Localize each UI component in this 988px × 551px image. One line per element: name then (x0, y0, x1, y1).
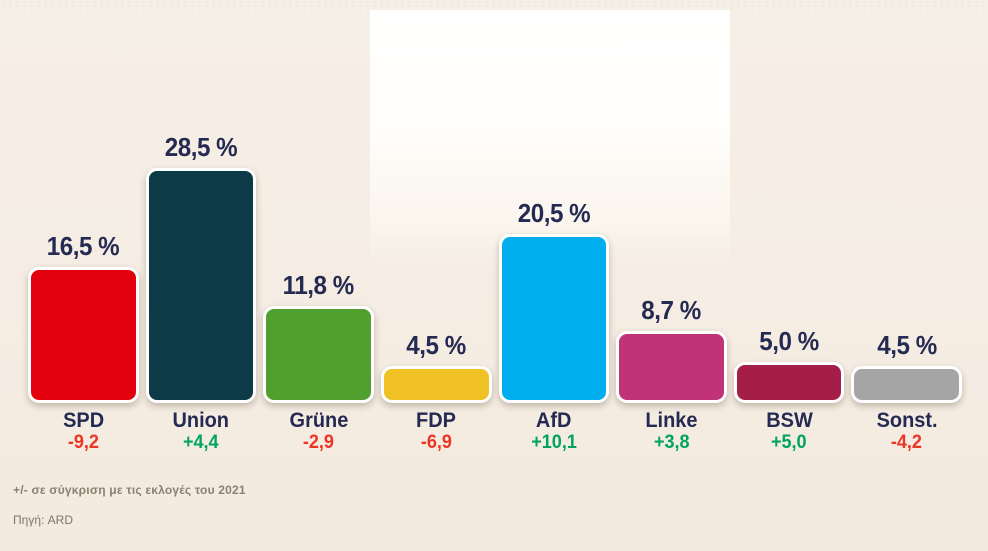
bar-change-label: +3,8 (653, 432, 690, 453)
bar-category-label: Sonst. (876, 409, 938, 432)
bar-change-label: +5,0 (771, 432, 807, 453)
bar-change-label: -2,9 (303, 432, 335, 453)
bar-value-label: 16,5 % (47, 230, 120, 261)
bar-column: 5,0 % BSW +5,0 (733, 325, 845, 453)
bar-fdp (380, 365, 492, 403)
bar-value-label: 20,5 % (517, 197, 591, 228)
source-credit: Πηγή: ARD (13, 513, 74, 527)
bar-union (145, 167, 257, 403)
bar-column: 20,5 % AfD +10,1 (498, 197, 610, 453)
bar-afd (498, 233, 610, 403)
bar-spd (28, 266, 139, 403)
bar-column: 8,7 % Linke +3,8 (616, 295, 727, 453)
bar-value-label: 4,5 % (876, 329, 937, 360)
bar-change-label: -9,2 (67, 432, 99, 453)
bar-category-label: BSW (765, 409, 813, 432)
background-white-panel (370, 10, 730, 268)
comparison-note: +/- σε σύγκριση με τις εκλογές του 2021 (13, 483, 246, 497)
bar-category-label: Union (172, 409, 230, 432)
bar-change-label: +10,1 (530, 432, 577, 453)
bar-column: 4,5 % FDP -6,9 (380, 329, 492, 453)
bar-column: 11,8 % Grüne -2,9 (263, 270, 374, 453)
bar-value-label: 28,5 % (164, 131, 238, 162)
bar-column: 16,5 % SPD -9,2 (28, 231, 139, 453)
bar-bsw (733, 361, 845, 403)
bar-category-label: Linke (645, 409, 698, 432)
bar-value-label: 11,8 % (282, 269, 355, 300)
bar-change-label: +4,4 (183, 432, 219, 453)
bar-value-label: 8,7 % (641, 295, 702, 326)
bar-category-label: AfD (536, 409, 572, 432)
bar-column: 4,5 % Sonst. -4,2 (851, 330, 962, 453)
bar-value-label: 4,5 % (406, 329, 466, 360)
bar-change-label: -6,9 (420, 432, 452, 453)
bar-sonst (851, 365, 962, 403)
bar-change-label: -4,2 (891, 432, 923, 453)
bar-grne (263, 305, 374, 403)
bar-category-label: SPD (62, 409, 104, 432)
bar-linke (616, 331, 727, 403)
bars-row: 16,5 % SPD -9,2 28,5 % Union +4,4 11,8 %… (28, 132, 962, 453)
bar-category-label: FDP (416, 409, 457, 432)
bar-column: 28,5 % Union +4,4 (145, 131, 257, 453)
bar-value-label: 5,0 % (759, 325, 819, 356)
bar-category-label: Grüne (289, 409, 348, 432)
paper-texture-strip (0, 0, 988, 11)
